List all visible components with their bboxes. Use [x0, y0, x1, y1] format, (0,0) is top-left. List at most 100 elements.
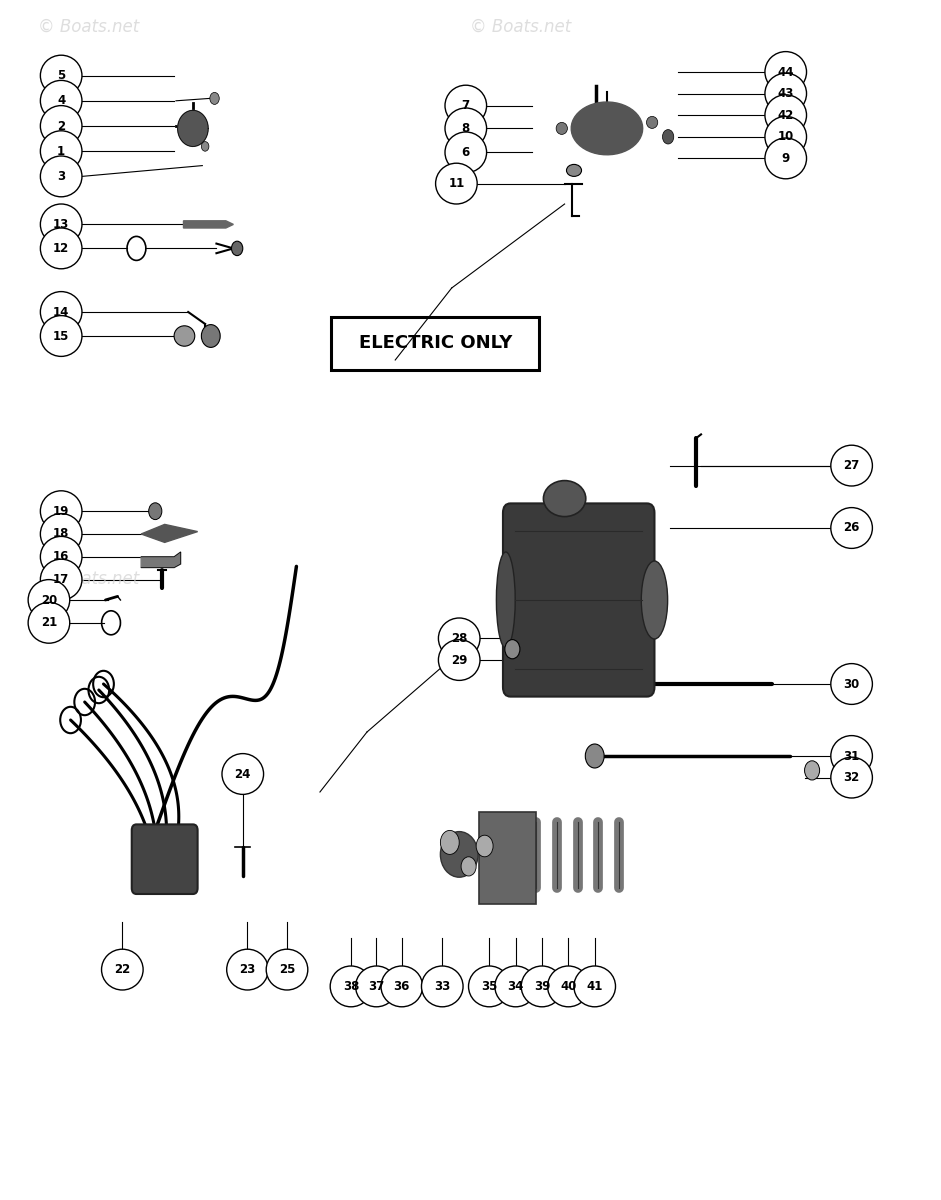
- Text: 43: 43: [777, 88, 794, 100]
- Ellipse shape: [174, 325, 195, 346]
- Text: 42: 42: [777, 109, 794, 121]
- Circle shape: [585, 744, 604, 768]
- Circle shape: [805, 761, 820, 780]
- Ellipse shape: [102, 949, 143, 990]
- Ellipse shape: [831, 508, 872, 548]
- Ellipse shape: [40, 55, 82, 96]
- Ellipse shape: [40, 559, 82, 600]
- Ellipse shape: [40, 106, 82, 146]
- Polygon shape: [141, 552, 181, 568]
- Ellipse shape: [28, 580, 70, 620]
- Ellipse shape: [40, 204, 82, 245]
- Text: 32: 32: [843, 772, 860, 784]
- Text: 16: 16: [53, 551, 70, 563]
- Text: 39: 39: [534, 980, 550, 992]
- Text: 41: 41: [586, 980, 603, 992]
- Ellipse shape: [222, 754, 263, 794]
- Ellipse shape: [831, 757, 872, 798]
- Circle shape: [210, 92, 219, 104]
- Ellipse shape: [422, 966, 463, 1007]
- Ellipse shape: [445, 85, 486, 126]
- Ellipse shape: [266, 949, 308, 990]
- Text: 35: 35: [481, 980, 498, 992]
- Ellipse shape: [521, 966, 563, 1007]
- Ellipse shape: [831, 736, 872, 776]
- Ellipse shape: [765, 52, 806, 92]
- Text: 28: 28: [451, 632, 468, 644]
- Text: 6: 6: [462, 146, 470, 158]
- Text: 3: 3: [57, 170, 65, 182]
- Ellipse shape: [201, 324, 220, 348]
- Text: 40: 40: [560, 980, 577, 992]
- Ellipse shape: [381, 966, 423, 1007]
- Text: 15: 15: [53, 330, 70, 342]
- Text: 23: 23: [239, 964, 256, 976]
- Text: 8: 8: [462, 122, 470, 134]
- Ellipse shape: [439, 640, 480, 680]
- Text: 14: 14: [53, 306, 70, 318]
- Ellipse shape: [227, 949, 268, 990]
- Ellipse shape: [765, 116, 806, 157]
- Ellipse shape: [765, 138, 806, 179]
- Text: 44: 44: [777, 66, 794, 78]
- Ellipse shape: [831, 664, 872, 704]
- Polygon shape: [183, 221, 233, 228]
- Circle shape: [231, 241, 243, 256]
- Ellipse shape: [356, 966, 397, 1007]
- Circle shape: [461, 857, 476, 876]
- Ellipse shape: [40, 131, 82, 172]
- Ellipse shape: [440, 832, 478, 877]
- Circle shape: [504, 640, 520, 659]
- Ellipse shape: [556, 122, 567, 134]
- Text: 7: 7: [462, 100, 470, 112]
- Circle shape: [440, 830, 459, 854]
- Ellipse shape: [469, 966, 510, 1007]
- Ellipse shape: [445, 108, 486, 149]
- Polygon shape: [571, 102, 643, 155]
- Ellipse shape: [330, 966, 372, 1007]
- Ellipse shape: [544, 480, 585, 516]
- Text: 34: 34: [507, 980, 524, 992]
- Ellipse shape: [40, 292, 82, 332]
- Ellipse shape: [831, 445, 872, 486]
- Text: 24: 24: [234, 768, 251, 780]
- Text: 5: 5: [57, 70, 65, 82]
- FancyBboxPatch shape: [479, 812, 536, 904]
- Text: ELECTRIC ONLY: ELECTRIC ONLY: [359, 334, 512, 353]
- Text: 19: 19: [53, 505, 70, 517]
- Text: 31: 31: [843, 750, 860, 762]
- Text: 33: 33: [434, 980, 451, 992]
- Text: 9: 9: [782, 152, 789, 164]
- Text: 30: 30: [843, 678, 860, 690]
- Ellipse shape: [439, 618, 480, 659]
- Text: 17: 17: [53, 574, 70, 586]
- Text: 27: 27: [843, 460, 860, 472]
- Circle shape: [201, 142, 209, 151]
- Text: 25: 25: [279, 964, 295, 976]
- Text: 22: 22: [114, 964, 131, 976]
- Ellipse shape: [40, 536, 82, 577]
- Ellipse shape: [436, 163, 477, 204]
- Text: © Boats.net: © Boats.net: [38, 570, 139, 588]
- Ellipse shape: [40, 156, 82, 197]
- Ellipse shape: [40, 316, 82, 356]
- Ellipse shape: [445, 132, 486, 173]
- Polygon shape: [178, 110, 208, 146]
- Text: 12: 12: [53, 242, 70, 254]
- Text: 11: 11: [448, 178, 465, 190]
- Ellipse shape: [765, 73, 806, 114]
- FancyBboxPatch shape: [502, 504, 655, 696]
- Ellipse shape: [28, 602, 70, 643]
- Ellipse shape: [765, 95, 806, 136]
- Text: 26: 26: [843, 522, 860, 534]
- Ellipse shape: [495, 966, 536, 1007]
- Text: 36: 36: [393, 980, 410, 992]
- Text: 29: 29: [451, 654, 468, 666]
- Text: © Boats.net: © Boats.net: [470, 18, 572, 36]
- Ellipse shape: [574, 966, 615, 1007]
- FancyBboxPatch shape: [132, 824, 198, 894]
- Text: © Boats.net: © Boats.net: [38, 18, 139, 36]
- Text: 2: 2: [57, 120, 65, 132]
- Text: 4: 4: [57, 95, 65, 107]
- Ellipse shape: [40, 228, 82, 269]
